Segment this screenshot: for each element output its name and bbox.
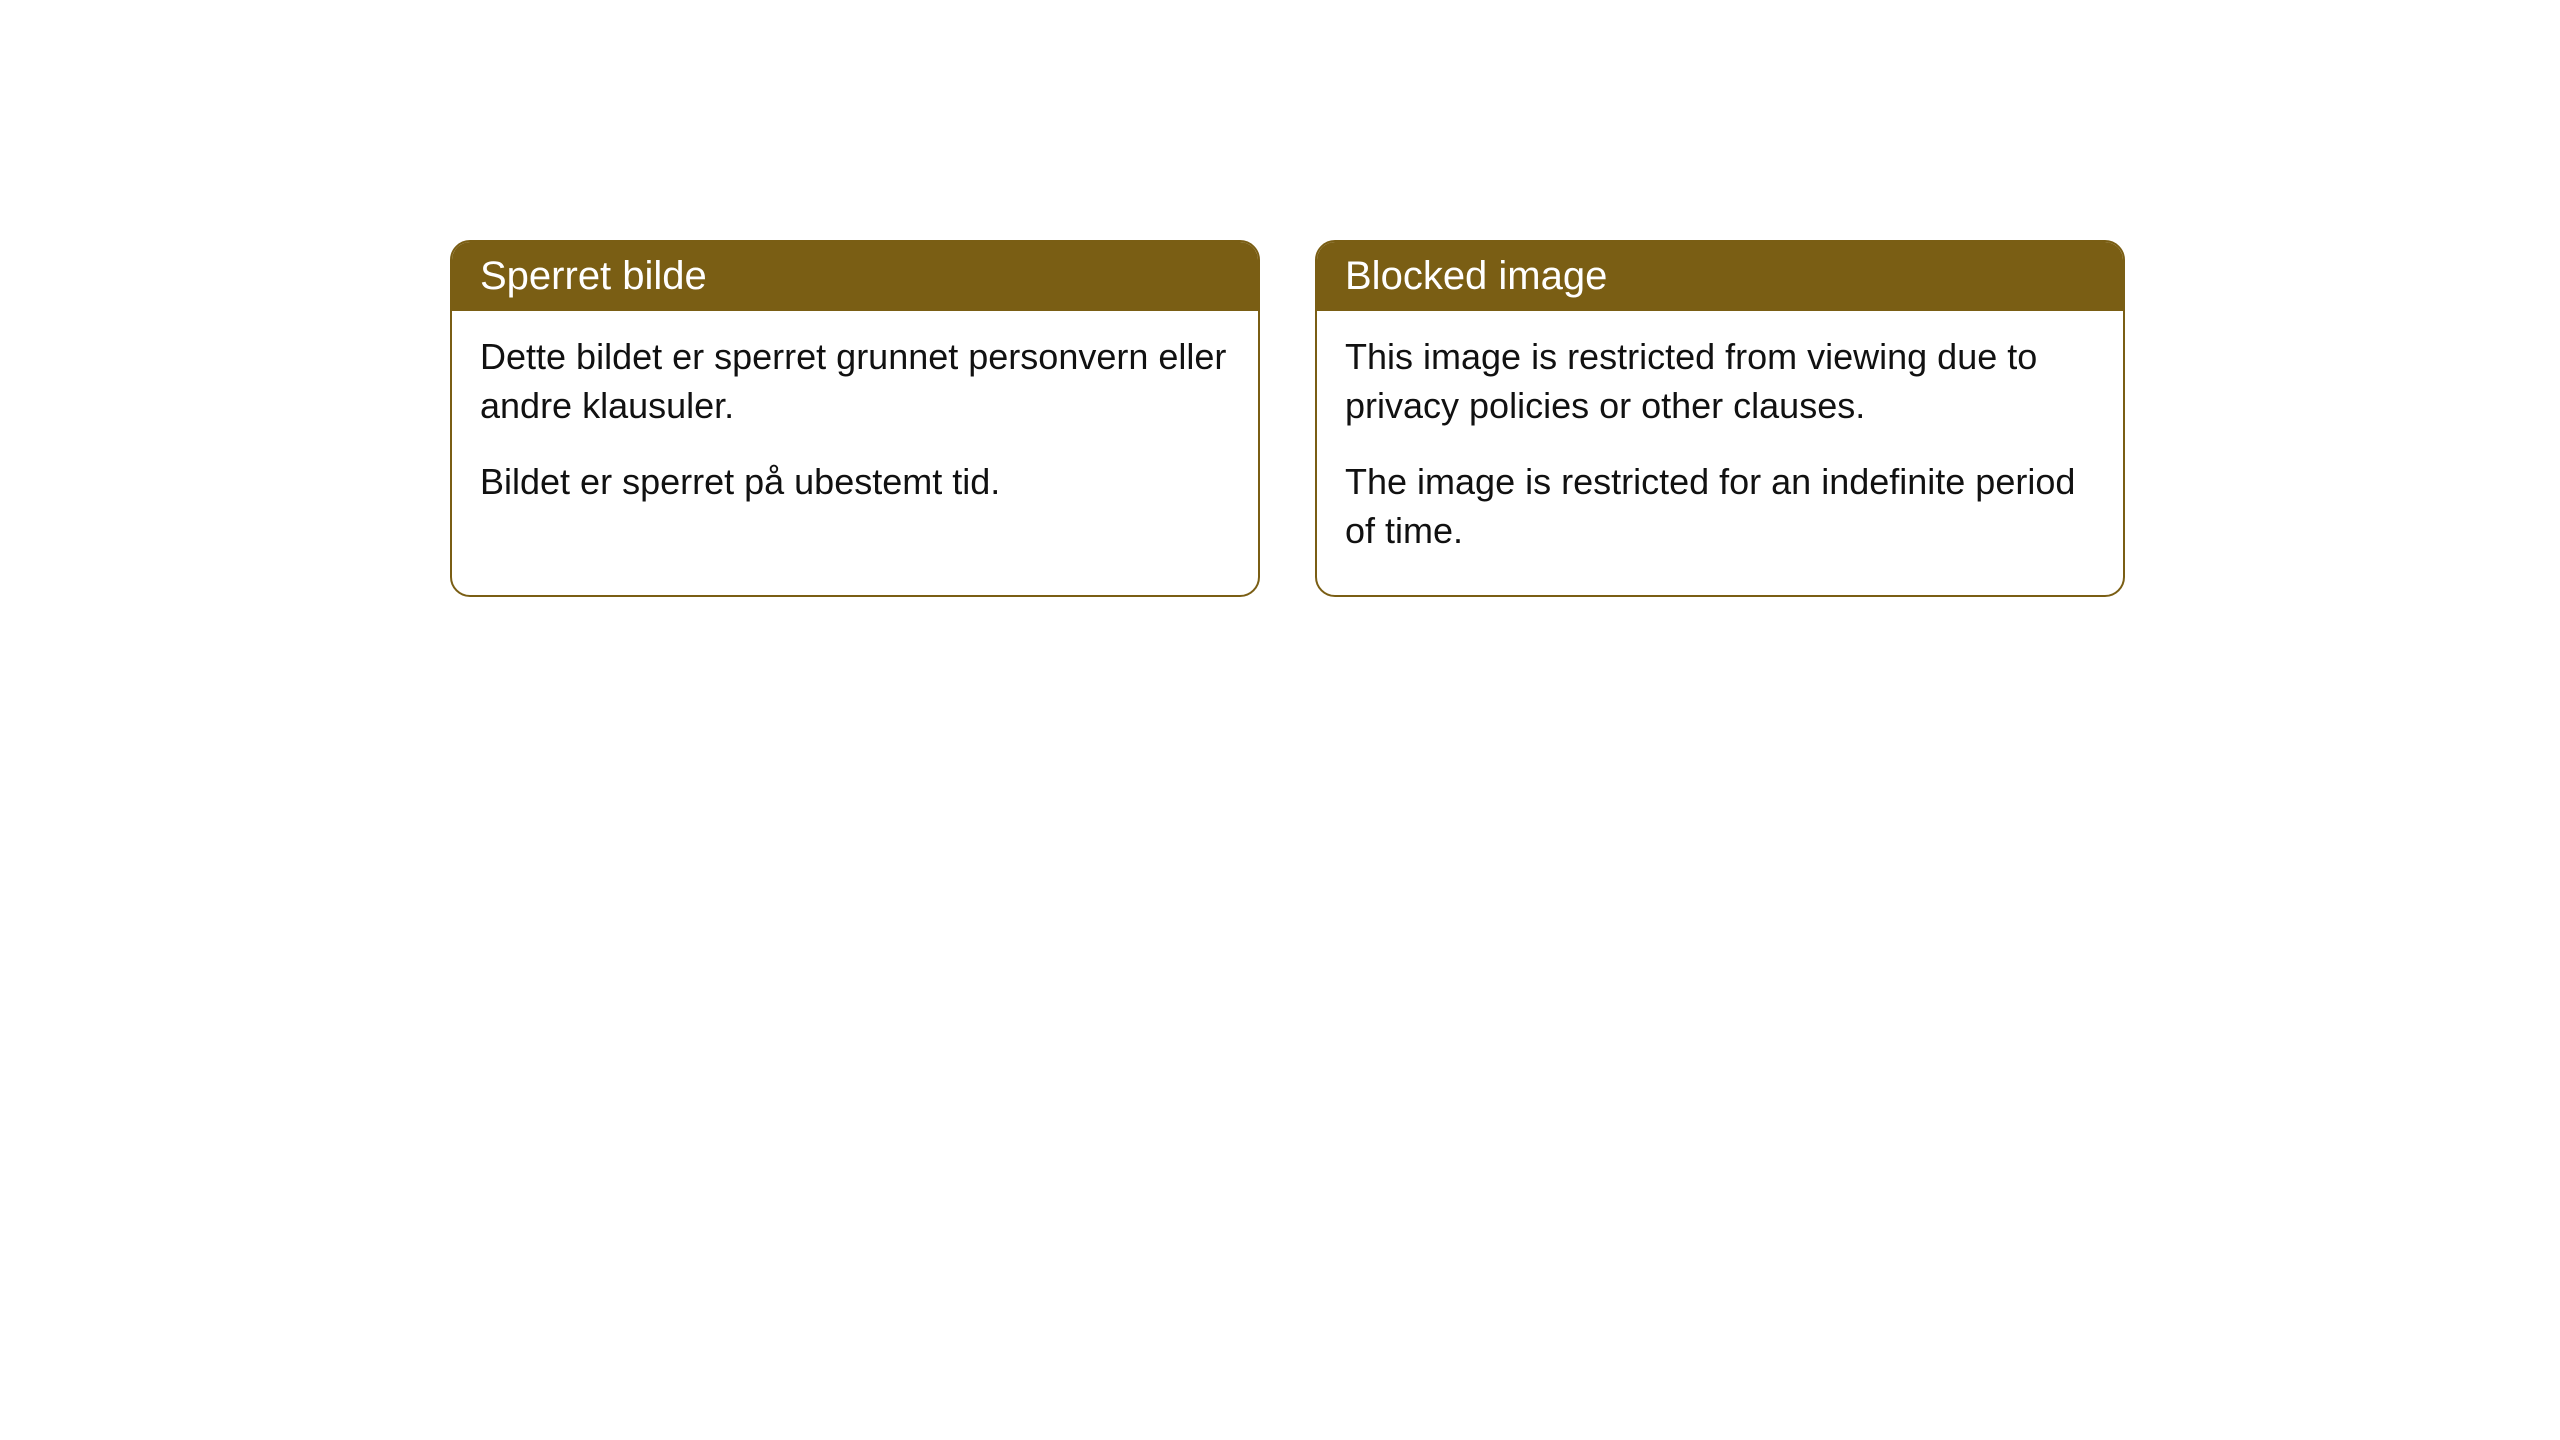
- card-body-norwegian: Dette bildet er sperret grunnet personve…: [452, 311, 1258, 547]
- card-body-english: This image is restricted from viewing du…: [1317, 311, 2123, 595]
- card-paragraph-1-english: This image is restricted from viewing du…: [1345, 333, 2095, 430]
- card-title-english: Blocked image: [1345, 254, 1607, 298]
- card-paragraph-2-norwegian: Bildet er sperret på ubestemt tid.: [480, 458, 1230, 507]
- card-paragraph-2-english: The image is restricted for an indefinit…: [1345, 458, 2095, 555]
- notice-cards-container: Sperret bilde Dette bildet er sperret gr…: [450, 240, 2125, 597]
- blocked-image-card-norwegian: Sperret bilde Dette bildet er sperret gr…: [450, 240, 1260, 597]
- card-header-norwegian: Sperret bilde: [452, 242, 1258, 311]
- card-paragraph-1-norwegian: Dette bildet er sperret grunnet personve…: [480, 333, 1230, 430]
- card-title-norwegian: Sperret bilde: [480, 254, 707, 298]
- blocked-image-card-english: Blocked image This image is restricted f…: [1315, 240, 2125, 597]
- card-header-english: Blocked image: [1317, 242, 2123, 311]
